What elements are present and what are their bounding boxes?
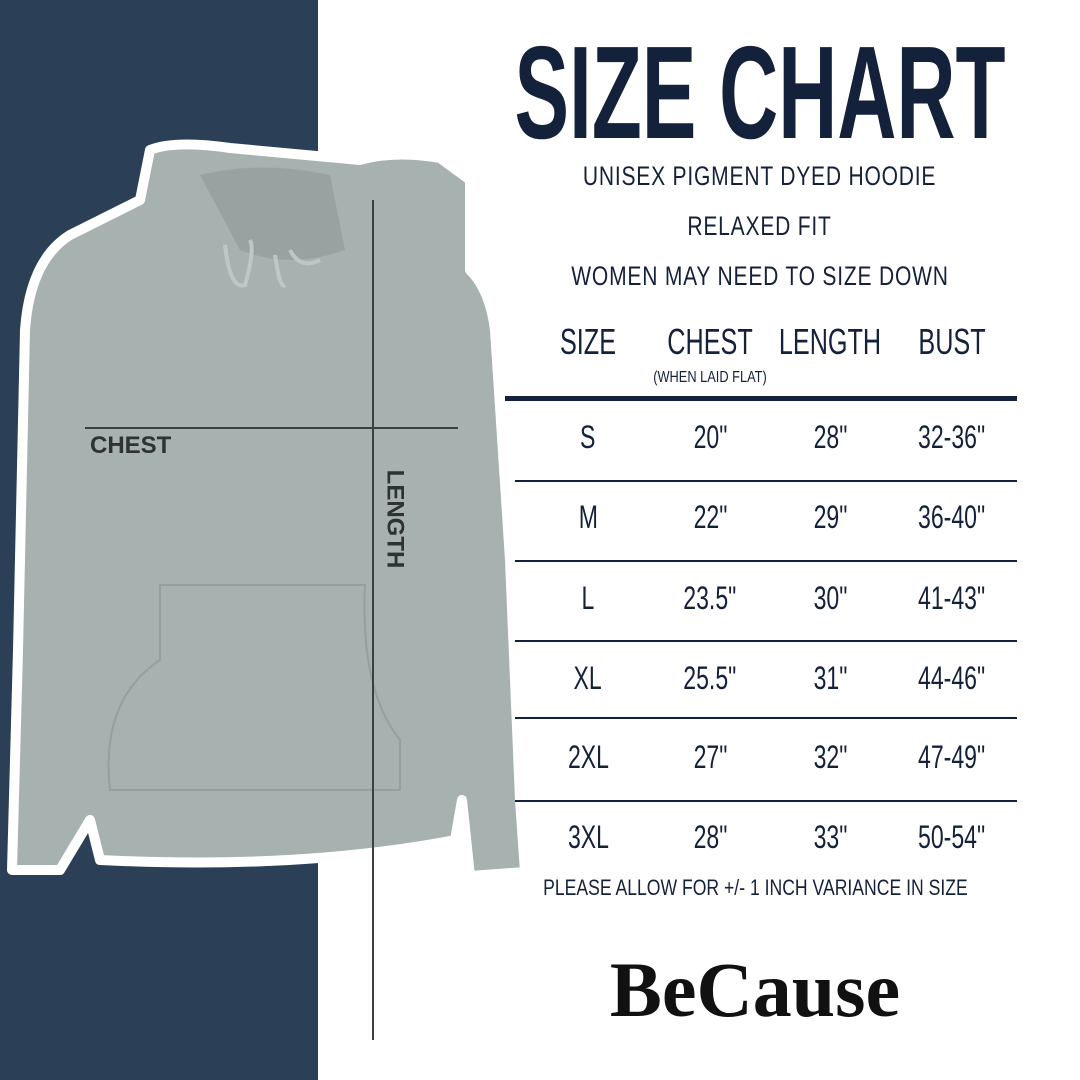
cell-chest: 25.5": [650, 658, 770, 698]
cell-size: 2XL: [528, 737, 648, 777]
cell-size-text: 2XL: [567, 739, 609, 775]
subtitle-sizing-note-text: WOMEN MAY NEED TO SIZE DOWN: [571, 261, 949, 291]
cell-size-text: S: [580, 419, 596, 455]
cell-length: 32": [770, 737, 890, 777]
cell-length-text: 32": [813, 739, 847, 775]
cell-bust: 44-46": [892, 658, 1012, 698]
row-divider: [515, 480, 1017, 482]
cell-bust: 41-43": [892, 578, 1012, 618]
header-length-text: LENGTH: [778, 321, 882, 362]
header-chest: CHEST: [650, 322, 770, 362]
header-length: LENGTH: [770, 322, 890, 362]
cell-chest-text: 25.5": [683, 660, 737, 696]
subtitle-fit: RELAXED FIT: [520, 210, 1000, 242]
chest-note: (WHEN LAID FLAT): [600, 368, 820, 388]
cell-chest: 23.5": [650, 578, 770, 618]
chest-note-text: (WHEN LAID FLAT): [653, 369, 767, 386]
page-title: SIZE CHART: [500, 18, 1020, 168]
cell-bust-text: 50-54": [918, 819, 986, 855]
cell-bust: 32-36": [892, 417, 1012, 457]
page-title-text: SIZE CHART: [514, 19, 1006, 166]
cell-length-text: 29": [813, 499, 847, 535]
cell-length: 28": [770, 417, 890, 457]
cell-size: S: [528, 417, 648, 457]
hoodie-silhouette: [7, 139, 530, 881]
cell-chest-text: 23.5": [683, 580, 737, 616]
cell-chest: 27": [650, 737, 770, 777]
cell-length-text: 31": [813, 660, 847, 696]
cell-bust-text: 41-43": [918, 580, 986, 616]
cell-chest: 28": [650, 817, 770, 857]
hoodie-image: [7, 139, 530, 1040]
cell-length: 31": [770, 658, 890, 698]
cell-size: XL: [528, 658, 648, 698]
cell-bust: 36-40": [892, 497, 1012, 537]
cell-length-text: 28": [813, 419, 847, 455]
subtitle-sizing-note: WOMEN MAY NEED TO SIZE DOWN: [520, 260, 1000, 292]
chest-label: CHEST: [90, 432, 172, 459]
cell-bust: 50-54": [892, 817, 1012, 857]
cell-chest-text: 20": [693, 419, 727, 455]
cell-bust-text: 47-49": [918, 739, 986, 775]
subtitle-fit-text: RELAXED FIT: [687, 211, 833, 241]
cell-size-text: XL: [573, 660, 603, 696]
row-divider: [515, 640, 1017, 642]
header-bust-text: BUST: [918, 321, 986, 362]
hood-inner: [200, 167, 345, 260]
cell-chest-text: 22": [693, 499, 727, 535]
header-size-text: SIZE: [559, 321, 616, 362]
cell-size: M: [528, 497, 648, 537]
drawstrings: [223, 239, 321, 288]
row-divider: [515, 717, 1017, 719]
variance-footnote: PLEASE ALLOW FOR +/- 1 INCH VARIANCE IN …: [500, 874, 1010, 902]
cell-length: 33": [770, 817, 890, 857]
pocket: [107, 584, 401, 791]
subtitle-product: UNISEX PIGMENT DYED HOODIE: [520, 160, 1000, 192]
cell-length: 30": [770, 578, 890, 618]
length-label: LENGTH: [381, 469, 409, 569]
variance-footnote-text: PLEASE ALLOW FOR +/- 1 INCH VARIANCE IN …: [542, 875, 968, 900]
subtitle-product-text: UNISEX PIGMENT DYED HOODIE: [583, 161, 937, 191]
cell-size: 3XL: [528, 817, 648, 857]
row-divider: [515, 800, 1017, 802]
cell-bust-text: 44-46": [918, 660, 986, 696]
cell-length-text: 30": [813, 580, 847, 616]
cell-chest: 20": [650, 417, 770, 457]
header-bust: BUST: [892, 322, 1012, 362]
cell-bust: 47-49": [892, 737, 1012, 777]
cell-length: 29": [770, 497, 890, 537]
cell-size-text: M: [578, 499, 598, 535]
cell-bust-text: 36-40": [918, 499, 986, 535]
brand-logo: BeCause: [609, 946, 901, 1033]
cell-bust-text: 32-36": [918, 419, 986, 455]
cell-size-text: 3XL: [567, 819, 609, 855]
cell-chest-text: 28": [693, 819, 727, 855]
cell-length-text: 33": [813, 819, 847, 855]
cell-chest-text: 27": [693, 739, 727, 775]
header-divider: [505, 396, 1017, 401]
header-size: SIZE: [528, 322, 648, 362]
header-chest-text: CHEST: [667, 321, 753, 362]
cell-size: L: [528, 578, 648, 618]
row-divider: [515, 560, 1017, 562]
cell-size-text: L: [581, 580, 595, 616]
cell-chest: 22": [650, 497, 770, 537]
